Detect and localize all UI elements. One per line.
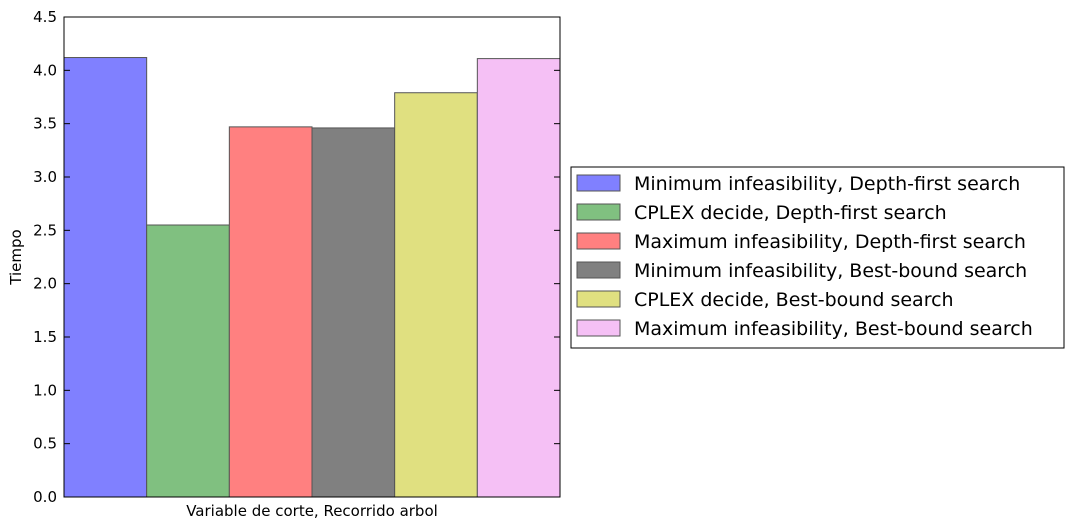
bar	[146, 224, 230, 498]
bar	[228, 126, 313, 498]
x-axis-label: Variable de corte, Recorrido arbol	[186, 502, 438, 520]
bar	[63, 57, 148, 498]
legend-frame	[570, 166, 1065, 349]
bar	[311, 127, 396, 498]
y-tick-label: 3.5	[33, 115, 57, 133]
y-axis: 0.0 0.5 1.0 1.5 2.0 2.5 3.0 3.5 4.0 4.5	[33, 8, 560, 506]
y-tick-label: 0.5	[33, 435, 57, 453]
plot-frame	[63, 16, 561, 498]
legend-label: Minimum infeasibility, Depth-first searc…	[634, 173, 1020, 195]
legend-label: Minimum infeasibility, Best-bound search	[634, 260, 1027, 282]
y-tick-label: 3.0	[33, 168, 57, 186]
legend-swatch	[576, 232, 621, 250]
legend: Minimum infeasibility, Depth-first searc…	[570, 166, 1065, 349]
y-tick-label: 4.5	[33, 8, 57, 26]
y-axis-label: Tiempo	[7, 229, 25, 285]
bar	[394, 92, 478, 498]
y-tick-label: 1.5	[33, 328, 57, 346]
y-tick-label: 4.0	[33, 61, 57, 79]
legend-label: CPLEX decide, Depth-first search	[634, 202, 947, 224]
legend-swatch	[576, 319, 621, 337]
legend-swatch	[576, 261, 621, 279]
y-tick-label: 0.0	[33, 488, 57, 506]
legend-label: Maximum infeasibility, Best-bound search	[634, 318, 1033, 340]
legend-label: Maximum infeasibility, Depth-first searc…	[634, 231, 1026, 253]
bar	[476, 58, 561, 498]
legend-label: CPLEX decide, Best-bound search	[634, 289, 954, 311]
legend-swatch	[576, 290, 621, 308]
y-tick-label: 2.0	[33, 275, 57, 293]
y-tick-label: 2.5	[33, 221, 57, 239]
legend-swatch	[576, 203, 621, 221]
legend-swatch	[576, 174, 621, 192]
y-tick-label: 1.0	[33, 381, 57, 399]
bars-group	[63, 57, 561, 498]
